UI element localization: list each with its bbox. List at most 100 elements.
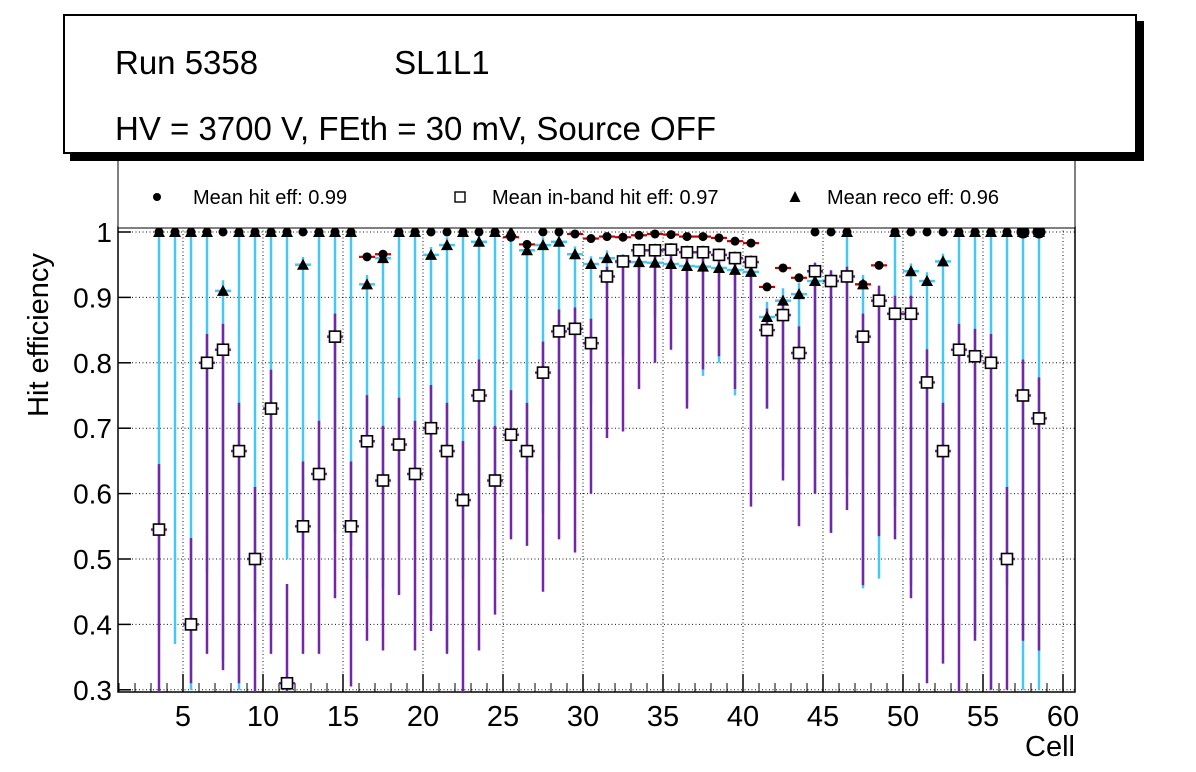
inband-marker bbox=[408, 467, 422, 481]
hit-marker bbox=[682, 232, 692, 242]
reco-marker bbox=[649, 256, 661, 268]
inband-marker bbox=[424, 421, 438, 435]
y-tick-label: 0.4 bbox=[73, 609, 112, 640]
hit-marker bbox=[522, 239, 532, 249]
hit-marker bbox=[714, 233, 724, 243]
reco-marker bbox=[713, 261, 725, 273]
hit-marker bbox=[842, 227, 852, 237]
reco-marker bbox=[441, 239, 453, 251]
legend-square-icon bbox=[454, 191, 466, 203]
x-tick-label: 45 bbox=[807, 701, 839, 733]
inband-marker bbox=[968, 349, 982, 363]
inband-marker bbox=[440, 444, 454, 458]
inband-marker bbox=[184, 618, 198, 631]
hit-marker bbox=[906, 227, 916, 237]
x-tick-label: 5 bbox=[175, 701, 191, 733]
hit-marker bbox=[362, 252, 372, 262]
x-tick-label: 40 bbox=[727, 701, 759, 733]
x-axis-title: Cell bbox=[1025, 731, 1075, 763]
hit-marker bbox=[698, 232, 708, 242]
hit-marker bbox=[826, 227, 836, 237]
inband-marker bbox=[600, 270, 614, 283]
inband-marker bbox=[536, 366, 550, 379]
x-tick-label: 50 bbox=[887, 701, 919, 733]
reco-marker bbox=[697, 260, 709, 272]
legend-label: Mean reco eff: 0.96 bbox=[827, 187, 999, 209]
hit-marker bbox=[778, 263, 788, 273]
hit-marker bbox=[746, 238, 756, 248]
inband-marker bbox=[728, 251, 742, 265]
hit-marker bbox=[922, 227, 932, 237]
inband-marker bbox=[792, 346, 806, 360]
inband-marker bbox=[1032, 412, 1046, 425]
inband-marker bbox=[984, 356, 998, 370]
hit-marker bbox=[954, 227, 964, 237]
hit-marker bbox=[874, 260, 884, 270]
reco-marker bbox=[633, 256, 645, 268]
hit-marker bbox=[442, 227, 452, 237]
hit-marker bbox=[474, 227, 484, 237]
reco-marker bbox=[473, 235, 485, 247]
run-label: Run 5358 bbox=[115, 44, 259, 81]
inband-marker bbox=[568, 322, 582, 336]
hit-marker bbox=[266, 227, 276, 237]
reco-marker bbox=[569, 248, 581, 260]
inband-marker bbox=[616, 255, 630, 268]
hit-marker bbox=[1002, 227, 1012, 237]
reco-marker bbox=[425, 248, 437, 260]
hit-marker bbox=[378, 249, 388, 259]
hit-marker bbox=[154, 227, 164, 237]
inband-marker bbox=[680, 245, 694, 259]
reco-marker bbox=[665, 258, 677, 270]
layer-label: SL1L1 bbox=[394, 44, 490, 81]
inband-marker bbox=[888, 307, 902, 321]
inband-marker bbox=[696, 245, 710, 259]
inband-marker bbox=[248, 552, 262, 566]
hit-marker bbox=[1032, 225, 1046, 239]
x-tick-label: 30 bbox=[567, 701, 599, 733]
legend-circle-icon bbox=[153, 193, 161, 201]
reco-marker bbox=[937, 255, 949, 267]
hit-marker bbox=[506, 232, 516, 242]
hit-marker bbox=[810, 227, 820, 237]
x-tick-label: 35 bbox=[647, 701, 679, 733]
hit-marker bbox=[1016, 225, 1030, 239]
legend-label: Mean hit eff: 0.99 bbox=[193, 187, 347, 209]
hit-marker bbox=[458, 227, 468, 237]
x-tick-label: 20 bbox=[407, 701, 439, 733]
hit-marker bbox=[250, 227, 260, 237]
inband-marker bbox=[472, 389, 486, 402]
inband-marker bbox=[648, 244, 662, 257]
inband-marker bbox=[936, 444, 950, 458]
inband-marker bbox=[360, 434, 374, 448]
inband-marker bbox=[280, 676, 294, 690]
hit-marker bbox=[986, 227, 996, 237]
hit-marker bbox=[586, 234, 596, 244]
hit-marker bbox=[634, 230, 644, 240]
inband-marker bbox=[520, 444, 534, 458]
x-tick-label: 10 bbox=[247, 701, 279, 733]
inband-marker bbox=[1000, 552, 1014, 566]
inband-marker bbox=[312, 467, 326, 481]
inband-marker bbox=[328, 330, 342, 343]
hit-marker bbox=[170, 227, 180, 237]
inband-marker bbox=[840, 270, 854, 283]
reco-marker bbox=[793, 288, 805, 300]
y-tick-label: 0.9 bbox=[73, 282, 112, 313]
y-tick-label: 0.5 bbox=[73, 544, 112, 575]
inband-marker bbox=[664, 243, 678, 256]
reco-marker bbox=[217, 284, 229, 296]
reco-marker bbox=[921, 275, 933, 287]
reco-marker bbox=[745, 265, 757, 277]
legend-triangle-icon bbox=[789, 191, 801, 202]
reco-marker bbox=[777, 294, 789, 306]
reco-marker bbox=[553, 235, 565, 247]
inband-marker bbox=[872, 294, 886, 307]
hit-marker bbox=[426, 227, 436, 237]
inband-marker bbox=[1016, 389, 1030, 402]
reco-marker bbox=[681, 260, 693, 272]
inband-marker bbox=[904, 307, 918, 321]
inband-marker bbox=[744, 255, 758, 269]
hit-marker bbox=[666, 230, 676, 240]
hit-marker bbox=[218, 227, 228, 237]
